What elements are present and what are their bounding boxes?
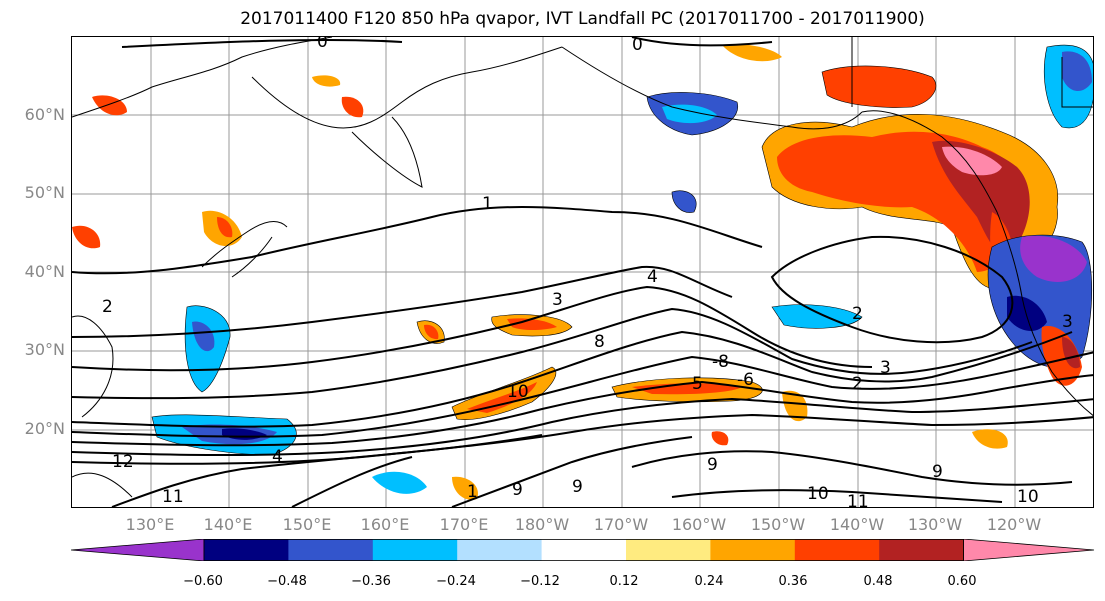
lon-label: 130°E (125, 515, 175, 534)
lon-label: 180°W (514, 515, 570, 534)
colorbar-tick-label: 0.24 (694, 574, 724, 589)
lat-label: 60°N (24, 105, 65, 124)
colorbar-cell (710, 539, 796, 561)
map-panel: 0 0 1 2 2 3 4 8 10 -8 5 -6 2 3 12 11 9 1… (71, 36, 1094, 508)
contour-label: 9 (707, 455, 718, 475)
colorbar-tick-label: −0.36 (351, 574, 391, 589)
colorbar-tick-label: −0.60 (183, 574, 223, 589)
lon-label: 160°E (360, 515, 410, 534)
colorbar-cell (541, 539, 627, 561)
colorbar-tick-label: −0.12 (520, 574, 560, 589)
colorbar-tick-label: −0.24 (436, 574, 476, 589)
lat-label: 40°N (24, 262, 65, 281)
contour-label: 2 (852, 304, 863, 324)
colorbar-cell (626, 539, 711, 561)
contour-label: 3 (1062, 312, 1073, 332)
contour-label: 3 (880, 358, 891, 378)
lon-label: 140°W (829, 515, 885, 534)
map-canvas: 0 0 1 2 2 3 4 8 10 -8 5 -6 2 3 12 11 9 1… (72, 37, 1093, 508)
contour-label: 10 (1017, 487, 1039, 507)
lat-label: 50°N (24, 183, 65, 202)
contour-label: 0 (632, 37, 643, 55)
contour-label: 8 (594, 332, 605, 352)
contour-label: 1 (467, 482, 478, 502)
contour-label: 11 (847, 492, 869, 508)
colorbar-border (203, 539, 964, 561)
colorbar-tick-label: 0.36 (778, 574, 808, 589)
lon-label: 130°W (907, 515, 963, 534)
colorbar-tick-label: 0.12 (609, 574, 639, 589)
contour-label: 9 (932, 462, 943, 482)
contour-label: 2 (102, 297, 113, 317)
contour-label: -8 (712, 352, 729, 372)
map-title: 2017011400 F120 850 hPa qvapor, IVT Land… (240, 9, 925, 29)
contour-label: 2 (852, 374, 863, 394)
contour-label: 11 (162, 487, 184, 507)
contour-label: 3 (552, 290, 563, 310)
contour-lines (72, 37, 1093, 507)
colorbar-extend-left (71, 539, 205, 561)
colorbar (71, 539, 1095, 561)
colorbar-cell (372, 539, 458, 561)
colorbar-cell (879, 539, 965, 561)
lon-label: 170°W (593, 515, 649, 534)
contour-label: 10 (807, 484, 829, 504)
contour-label: 5 (692, 374, 703, 394)
contour-label: 9 (572, 477, 583, 497)
colorbar-tick-label: 0.48 (863, 574, 893, 589)
lon-label: 150°W (750, 515, 806, 534)
contour-label: -6 (737, 370, 754, 390)
lat-label: 30°N (24, 340, 65, 359)
colorbar-cell (794, 539, 880, 561)
colorbar-tick-label: 0.60 (947, 574, 977, 589)
colorbar-cell (288, 539, 374, 561)
colorbar-cells (71, 539, 1095, 561)
colorbar-cell (457, 539, 543, 561)
contour-label: 1 (482, 194, 493, 214)
colorbar-tick-label: −0.48 (267, 574, 307, 589)
contour-label: 12 (112, 452, 134, 472)
lon-label: 160°W (671, 515, 727, 534)
contour-label: 0 (317, 37, 328, 52)
lon-label: 140°E (203, 515, 253, 534)
contour-label-group: 0 0 1 2 2 3 4 8 10 -8 5 -6 2 3 12 11 9 1… (102, 37, 1073, 508)
contour-label: 9 (512, 480, 523, 500)
contour-label: 4 (647, 267, 658, 287)
coastlines (72, 37, 1093, 498)
lon-label: 150°E (282, 515, 332, 534)
colorbar-cell (204, 539, 289, 561)
contour-label: 4 (272, 447, 283, 467)
lat-label: 20°N (24, 419, 65, 438)
lon-label: 170°E (439, 515, 489, 534)
colorbar-extend-right (963, 539, 1095, 561)
lon-label: 120°W (986, 515, 1042, 534)
contour-label: 10 (507, 382, 529, 402)
